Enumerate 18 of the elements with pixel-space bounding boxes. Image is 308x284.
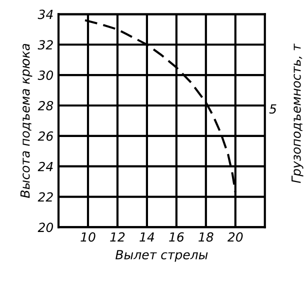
x-tick-label: 18 bbox=[198, 232, 214, 242]
x-axis-title: Вылет стрелы bbox=[116, 250, 208, 262]
x-tick-label: 20 bbox=[227, 232, 243, 242]
y-tick-label: 22 bbox=[38, 192, 53, 202]
y-tick-label: 32 bbox=[38, 40, 53, 50]
y2-axis-title: Грузоподъемность, т bbox=[292, 44, 304, 184]
x-tick-label: 10 bbox=[80, 232, 96, 242]
y-tick-label: 28 bbox=[38, 100, 54, 110]
y-tick-label: 30 bbox=[38, 70, 54, 80]
y-axis-title: Высота подъема крюка bbox=[20, 44, 32, 198]
x-tick-label: 16 bbox=[169, 232, 184, 242]
y-tick-label: 20 bbox=[38, 222, 54, 232]
x-tick-label: 12 bbox=[110, 232, 125, 242]
text: 5 bbox=[269, 104, 276, 114]
x-tick-label: 14 bbox=[140, 232, 154, 242]
y-tick-label: 24 bbox=[38, 162, 53, 172]
y-tick-label: 34 bbox=[38, 10, 53, 20]
y-tick-label: 26 bbox=[38, 131, 54, 141]
